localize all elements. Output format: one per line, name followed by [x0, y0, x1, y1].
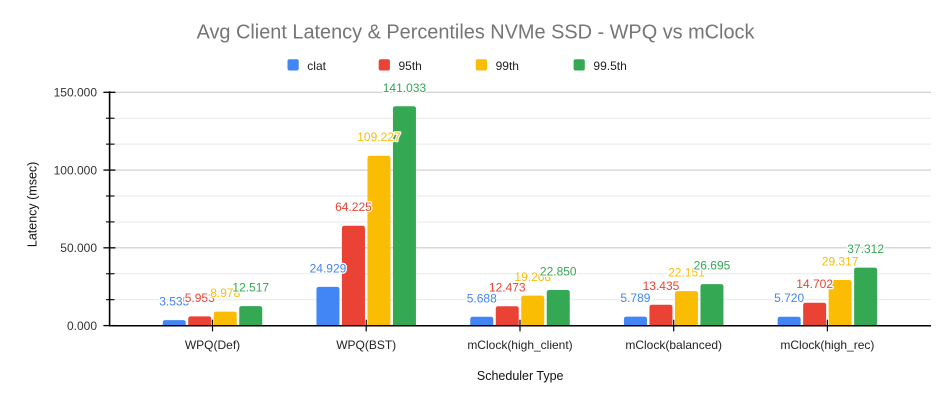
- svg-text:0.000: 0.000: [67, 319, 97, 333]
- svg-text:12.473: 12.473: [489, 281, 526, 295]
- svg-text:150.000: 150.000: [54, 86, 98, 100]
- svg-text:13.435: 13.435: [643, 279, 680, 293]
- svg-text:100.000: 100.000: [54, 163, 98, 177]
- svg-text:mClock(balanced): mClock(balanced): [625, 338, 722, 352]
- svg-text:mClock(high_client): mClock(high_client): [467, 338, 572, 352]
- svg-text:5.789: 5.789: [620, 291, 650, 305]
- svg-text:22.151: 22.151: [668, 266, 705, 280]
- svg-text:19.268: 19.268: [514, 270, 551, 284]
- svg-text:14.702: 14.702: [796, 277, 833, 291]
- svg-text:26.695: 26.695: [694, 259, 731, 273]
- svg-text:5.688: 5.688: [467, 291, 497, 305]
- svg-text:37.312: 37.312: [847, 242, 884, 256]
- svg-text:50.000: 50.000: [60, 241, 97, 255]
- svg-text:Latency (msec): Latency (msec): [25, 162, 39, 247]
- svg-text:Avg Client Latency & Percentil: Avg Client Latency & Percentiles NVMe SS…: [197, 21, 755, 43]
- svg-text:109.227: 109.227: [357, 130, 401, 144]
- svg-text:Scheduler Type: Scheduler Type: [477, 369, 564, 383]
- svg-text:WPQ(BST): WPQ(BST): [336, 338, 396, 352]
- svg-text:99th: 99th: [496, 59, 519, 73]
- svg-text:95th: 95th: [399, 59, 422, 73]
- svg-text:29.317: 29.317: [822, 255, 859, 269]
- svg-text:12.517: 12.517: [232, 281, 269, 295]
- svg-text:5.720: 5.720: [774, 291, 804, 305]
- svg-text:24.929: 24.929: [310, 261, 347, 275]
- svg-text:3.535: 3.535: [159, 295, 189, 309]
- svg-text:clat: clat: [307, 59, 326, 73]
- svg-text:22.850: 22.850: [540, 265, 577, 279]
- svg-text:64.225: 64.225: [335, 200, 372, 214]
- svg-text:5.953: 5.953: [185, 291, 215, 305]
- svg-text:8.978: 8.978: [210, 286, 240, 300]
- svg-text:mClock(high_rec): mClock(high_rec): [780, 338, 874, 352]
- svg-text:99.5th: 99.5th: [593, 59, 626, 73]
- svg-text:141.033: 141.033: [383, 81, 427, 95]
- svg-text:WPQ(Def): WPQ(Def): [185, 338, 240, 352]
